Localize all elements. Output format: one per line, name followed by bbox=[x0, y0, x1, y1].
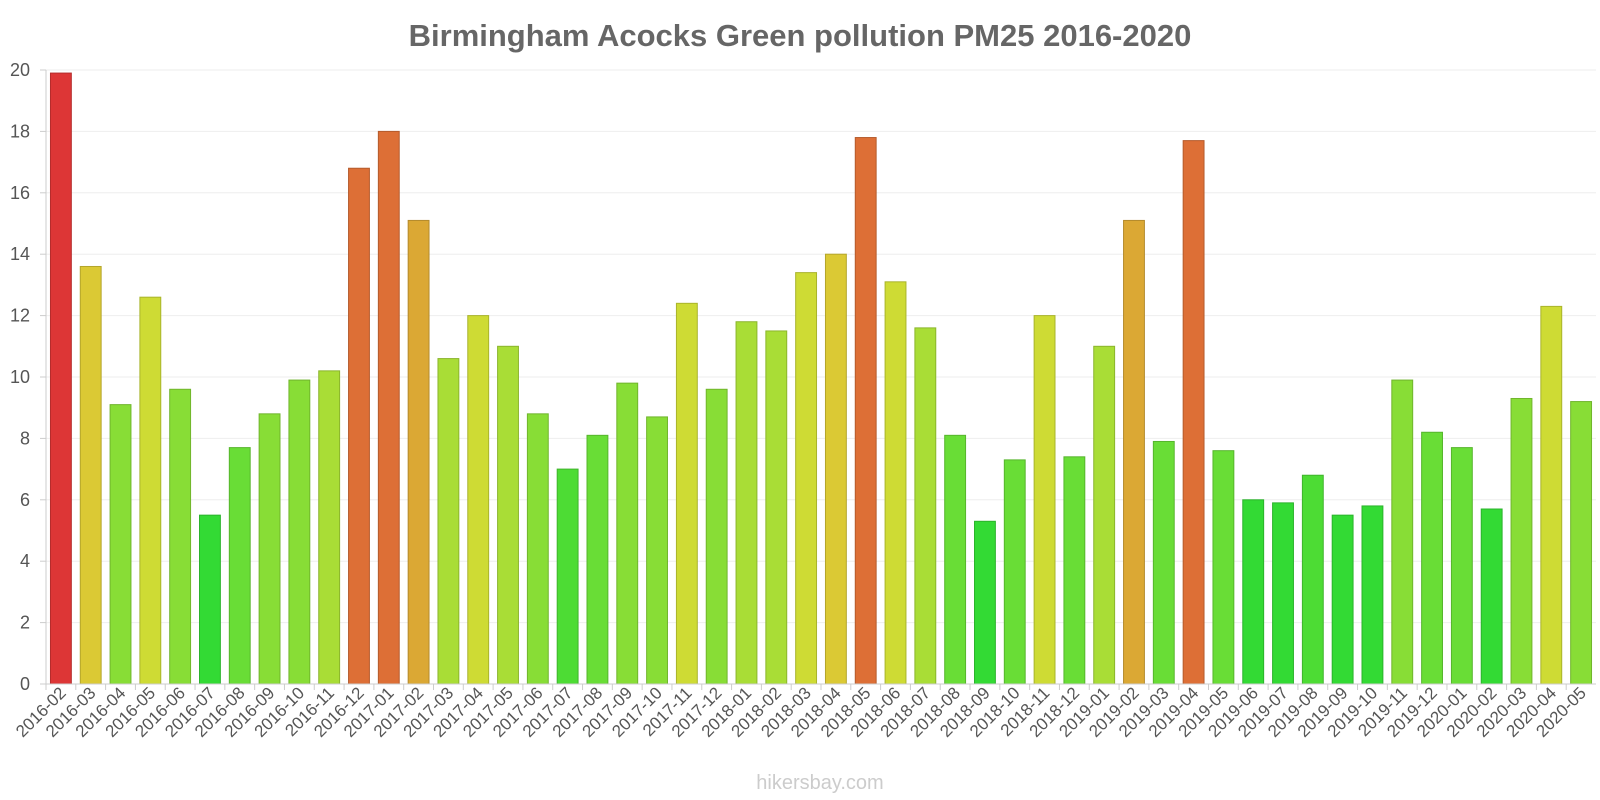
y-tick-label: 6 bbox=[20, 490, 30, 510]
watermark: hikersbay.com bbox=[756, 772, 883, 794]
bar-2016-04 bbox=[109, 404, 132, 685]
bar-2019-05 bbox=[1212, 450, 1235, 685]
y-tick-label: 0 bbox=[20, 674, 30, 694]
bar-2019-02 bbox=[1123, 219, 1145, 685]
chart-title: Birmingham Acocks Green pollution PM25 2… bbox=[409, 18, 1192, 53]
bar-2019-08 bbox=[1301, 474, 1324, 685]
bar-2019-09 bbox=[1331, 514, 1354, 685]
bar-2017-03 bbox=[437, 358, 460, 685]
y-tick-label: 14 bbox=[10, 244, 30, 264]
bar-2020-05 bbox=[1570, 401, 1593, 685]
bar-2018-01 bbox=[735, 321, 758, 685]
y-tick-label: 4 bbox=[20, 551, 30, 571]
bar-2017-11 bbox=[675, 302, 698, 685]
bar-2018-12 bbox=[1063, 456, 1086, 685]
bar-2018-04 bbox=[824, 253, 847, 685]
y-tick-label: 20 bbox=[10, 60, 30, 80]
bar-2016-10 bbox=[288, 379, 311, 685]
bar-2019-12 bbox=[1421, 431, 1443, 685]
bar-2017-05 bbox=[497, 345, 519, 685]
bar-2019-01 bbox=[1093, 345, 1116, 685]
bar-2018-07 bbox=[914, 327, 937, 685]
bar-2016-12 bbox=[348, 167, 370, 685]
bar-2018-11 bbox=[1033, 315, 1056, 685]
bar-2018-05 bbox=[854, 137, 877, 685]
y-tick-label: 18 bbox=[10, 121, 30, 141]
bar-2017-10 bbox=[646, 416, 668, 685]
bar-2020-01 bbox=[1450, 447, 1473, 685]
bar-2020-03 bbox=[1510, 397, 1533, 685]
bar-2020-02 bbox=[1480, 508, 1503, 685]
bar-2017-12 bbox=[705, 388, 728, 685]
bar-2018-02 bbox=[765, 330, 788, 685]
bar-2017-01 bbox=[377, 130, 400, 685]
bar-2016-02 bbox=[49, 72, 72, 685]
bar-2019-10 bbox=[1361, 505, 1384, 685]
bar-2016-11 bbox=[318, 370, 341, 685]
bar-2019-06 bbox=[1242, 499, 1265, 685]
bar-2017-02 bbox=[407, 219, 430, 685]
y-axis-ticks: 0 2 4 6 8 10 12 14 16 18 20 bbox=[10, 60, 46, 694]
bar-2016-03 bbox=[79, 265, 102, 685]
bar-series bbox=[49, 72, 1593, 685]
y-tick-label: 12 bbox=[10, 306, 30, 326]
bar-2017-06 bbox=[526, 413, 549, 685]
bar-2019-04 bbox=[1182, 140, 1205, 685]
x-axis-ticks: 2016-022016-032016-042016-052016-062016-… bbox=[12, 683, 1590, 741]
bar-2018-08 bbox=[944, 434, 967, 685]
bar-2017-09 bbox=[616, 382, 639, 685]
bar-2016-09 bbox=[258, 413, 281, 685]
y-tick-label: 10 bbox=[10, 367, 30, 387]
bar-2016-07 bbox=[199, 514, 221, 685]
bar-2018-03 bbox=[795, 272, 818, 685]
bar-2020-04 bbox=[1540, 305, 1563, 685]
bar-2016-06 bbox=[169, 388, 192, 685]
bar-2018-06 bbox=[884, 281, 907, 685]
bar-2018-10 bbox=[1003, 459, 1026, 685]
y-tick-label: 8 bbox=[20, 428, 30, 448]
bar-2019-11 bbox=[1391, 379, 1414, 685]
bar-2016-05 bbox=[139, 296, 162, 685]
y-tick-label: 16 bbox=[10, 183, 30, 203]
bar-2019-07 bbox=[1272, 502, 1294, 685]
bar-2016-08 bbox=[228, 447, 251, 685]
y-tick-label: 2 bbox=[20, 613, 30, 633]
bar-2017-08 bbox=[586, 434, 609, 685]
bar-2017-07 bbox=[556, 468, 579, 685]
bar-2017-04 bbox=[467, 315, 490, 685]
bar-2018-09 bbox=[974, 520, 996, 685]
bar-2019-03 bbox=[1152, 440, 1175, 685]
